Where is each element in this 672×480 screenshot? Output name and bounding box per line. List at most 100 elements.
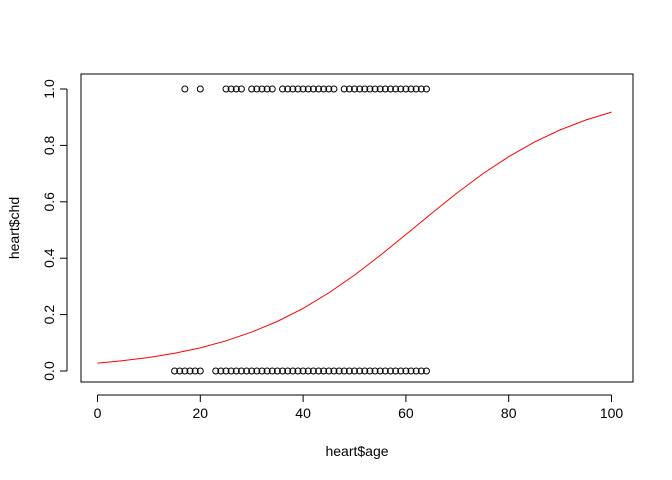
- x-tick-label: 0: [94, 405, 102, 421]
- data-point: [335, 367, 343, 375]
- x-axis-title: heart$age: [325, 443, 388, 459]
- data-point: [222, 85, 230, 93]
- data-point: [284, 85, 292, 93]
- data-point: [376, 367, 384, 375]
- x-tick-label: 20: [193, 405, 209, 421]
- data-point: [284, 367, 292, 375]
- data-point: [402, 367, 410, 375]
- y-tick-label: 0.6: [41, 192, 57, 212]
- data-point: [330, 367, 338, 375]
- logistic-fit-curve: [97, 111, 612, 364]
- y-tick-label: 0.8: [41, 135, 57, 155]
- data-point: [237, 367, 245, 375]
- x-tick-label: 60: [398, 405, 414, 421]
- data-point: [325, 367, 333, 375]
- data-point: [402, 85, 410, 93]
- data-point: [196, 367, 204, 375]
- x-tick-label: 80: [501, 405, 517, 421]
- data-point: [171, 367, 179, 375]
- data-point: [253, 85, 261, 93]
- data-point: [371, 367, 379, 375]
- data-point: [412, 85, 420, 93]
- data-point: [315, 85, 323, 93]
- data-point: [289, 367, 297, 375]
- data-point: [309, 367, 317, 375]
- data-point: [304, 85, 312, 93]
- data-point: [351, 85, 358, 93]
- data-point: [304, 367, 312, 375]
- data-point: [217, 367, 225, 375]
- data-point: [330, 85, 338, 93]
- data-point: [299, 85, 307, 93]
- data-point: [181, 85, 189, 93]
- data-point: [263, 367, 271, 375]
- data-point: [227, 85, 235, 93]
- data-point: [386, 85, 394, 93]
- data-point: [181, 367, 189, 375]
- data-point: [299, 367, 307, 375]
- data-point: [366, 367, 374, 375]
- data-point: [294, 367, 302, 375]
- data-point: [294, 85, 302, 93]
- data-point: [279, 367, 287, 375]
- data-point: [268, 85, 276, 93]
- y-tick-label: 0.4: [41, 248, 57, 268]
- data-point: [356, 367, 364, 375]
- data-point: [176, 367, 184, 375]
- data-point: [397, 85, 405, 93]
- data-point: [381, 85, 389, 93]
- y-axis-title: heart$chd: [6, 197, 22, 259]
- data-point: [186, 367, 194, 375]
- data-point: [191, 367, 199, 375]
- data-point: [222, 367, 230, 375]
- data-point: [392, 85, 400, 93]
- data-point: [196, 85, 204, 93]
- data-point: [397, 367, 405, 375]
- y-tick-label: 1.0: [41, 79, 57, 99]
- data-point: [325, 85, 333, 93]
- y-tick-label: 0.2: [41, 305, 57, 325]
- data-point: [258, 367, 266, 375]
- data-point: [279, 85, 287, 93]
- axes: 0 20 40 60 80 100 0.0 0.2 0.4 0.6 0.8 1.0: [41, 79, 623, 421]
- data-point: [412, 367, 420, 375]
- data-point: [366, 85, 374, 93]
- data-point: [258, 85, 266, 93]
- data-point: [376, 85, 384, 93]
- data-point: [289, 85, 297, 93]
- data-point: [361, 367, 369, 375]
- data-point: [273, 367, 281, 375]
- data-point: [361, 85, 369, 93]
- data-point: [422, 367, 430, 375]
- data-point: [371, 85, 379, 93]
- data-point: [340, 85, 348, 93]
- data-point: [417, 367, 425, 375]
- data-point: [407, 85, 415, 93]
- data-point: [268, 367, 276, 375]
- data-point: [381, 367, 389, 375]
- data-point: [386, 367, 394, 375]
- data-point: [227, 367, 235, 375]
- data-point: [392, 367, 400, 375]
- x-tick-label: 40: [295, 405, 311, 421]
- data-point: [248, 85, 256, 93]
- data-point: [253, 367, 261, 375]
- data-point: [320, 367, 328, 375]
- data-point: [237, 85, 245, 93]
- x-tick-label: 100: [600, 405, 624, 421]
- data-point: [248, 367, 256, 375]
- data-point: [417, 85, 425, 93]
- data-point: [351, 367, 358, 375]
- data-point: [422, 85, 430, 93]
- data-point: [407, 367, 415, 375]
- data-point: [340, 367, 348, 375]
- y-tick-label: 0.0: [41, 361, 57, 381]
- data-point: [232, 85, 240, 93]
- data-points: [171, 85, 430, 375]
- data-point: [309, 85, 317, 93]
- data-point: [212, 367, 220, 375]
- data-point: [243, 367, 251, 375]
- data-point: [345, 367, 353, 375]
- data-point: [345, 85, 353, 93]
